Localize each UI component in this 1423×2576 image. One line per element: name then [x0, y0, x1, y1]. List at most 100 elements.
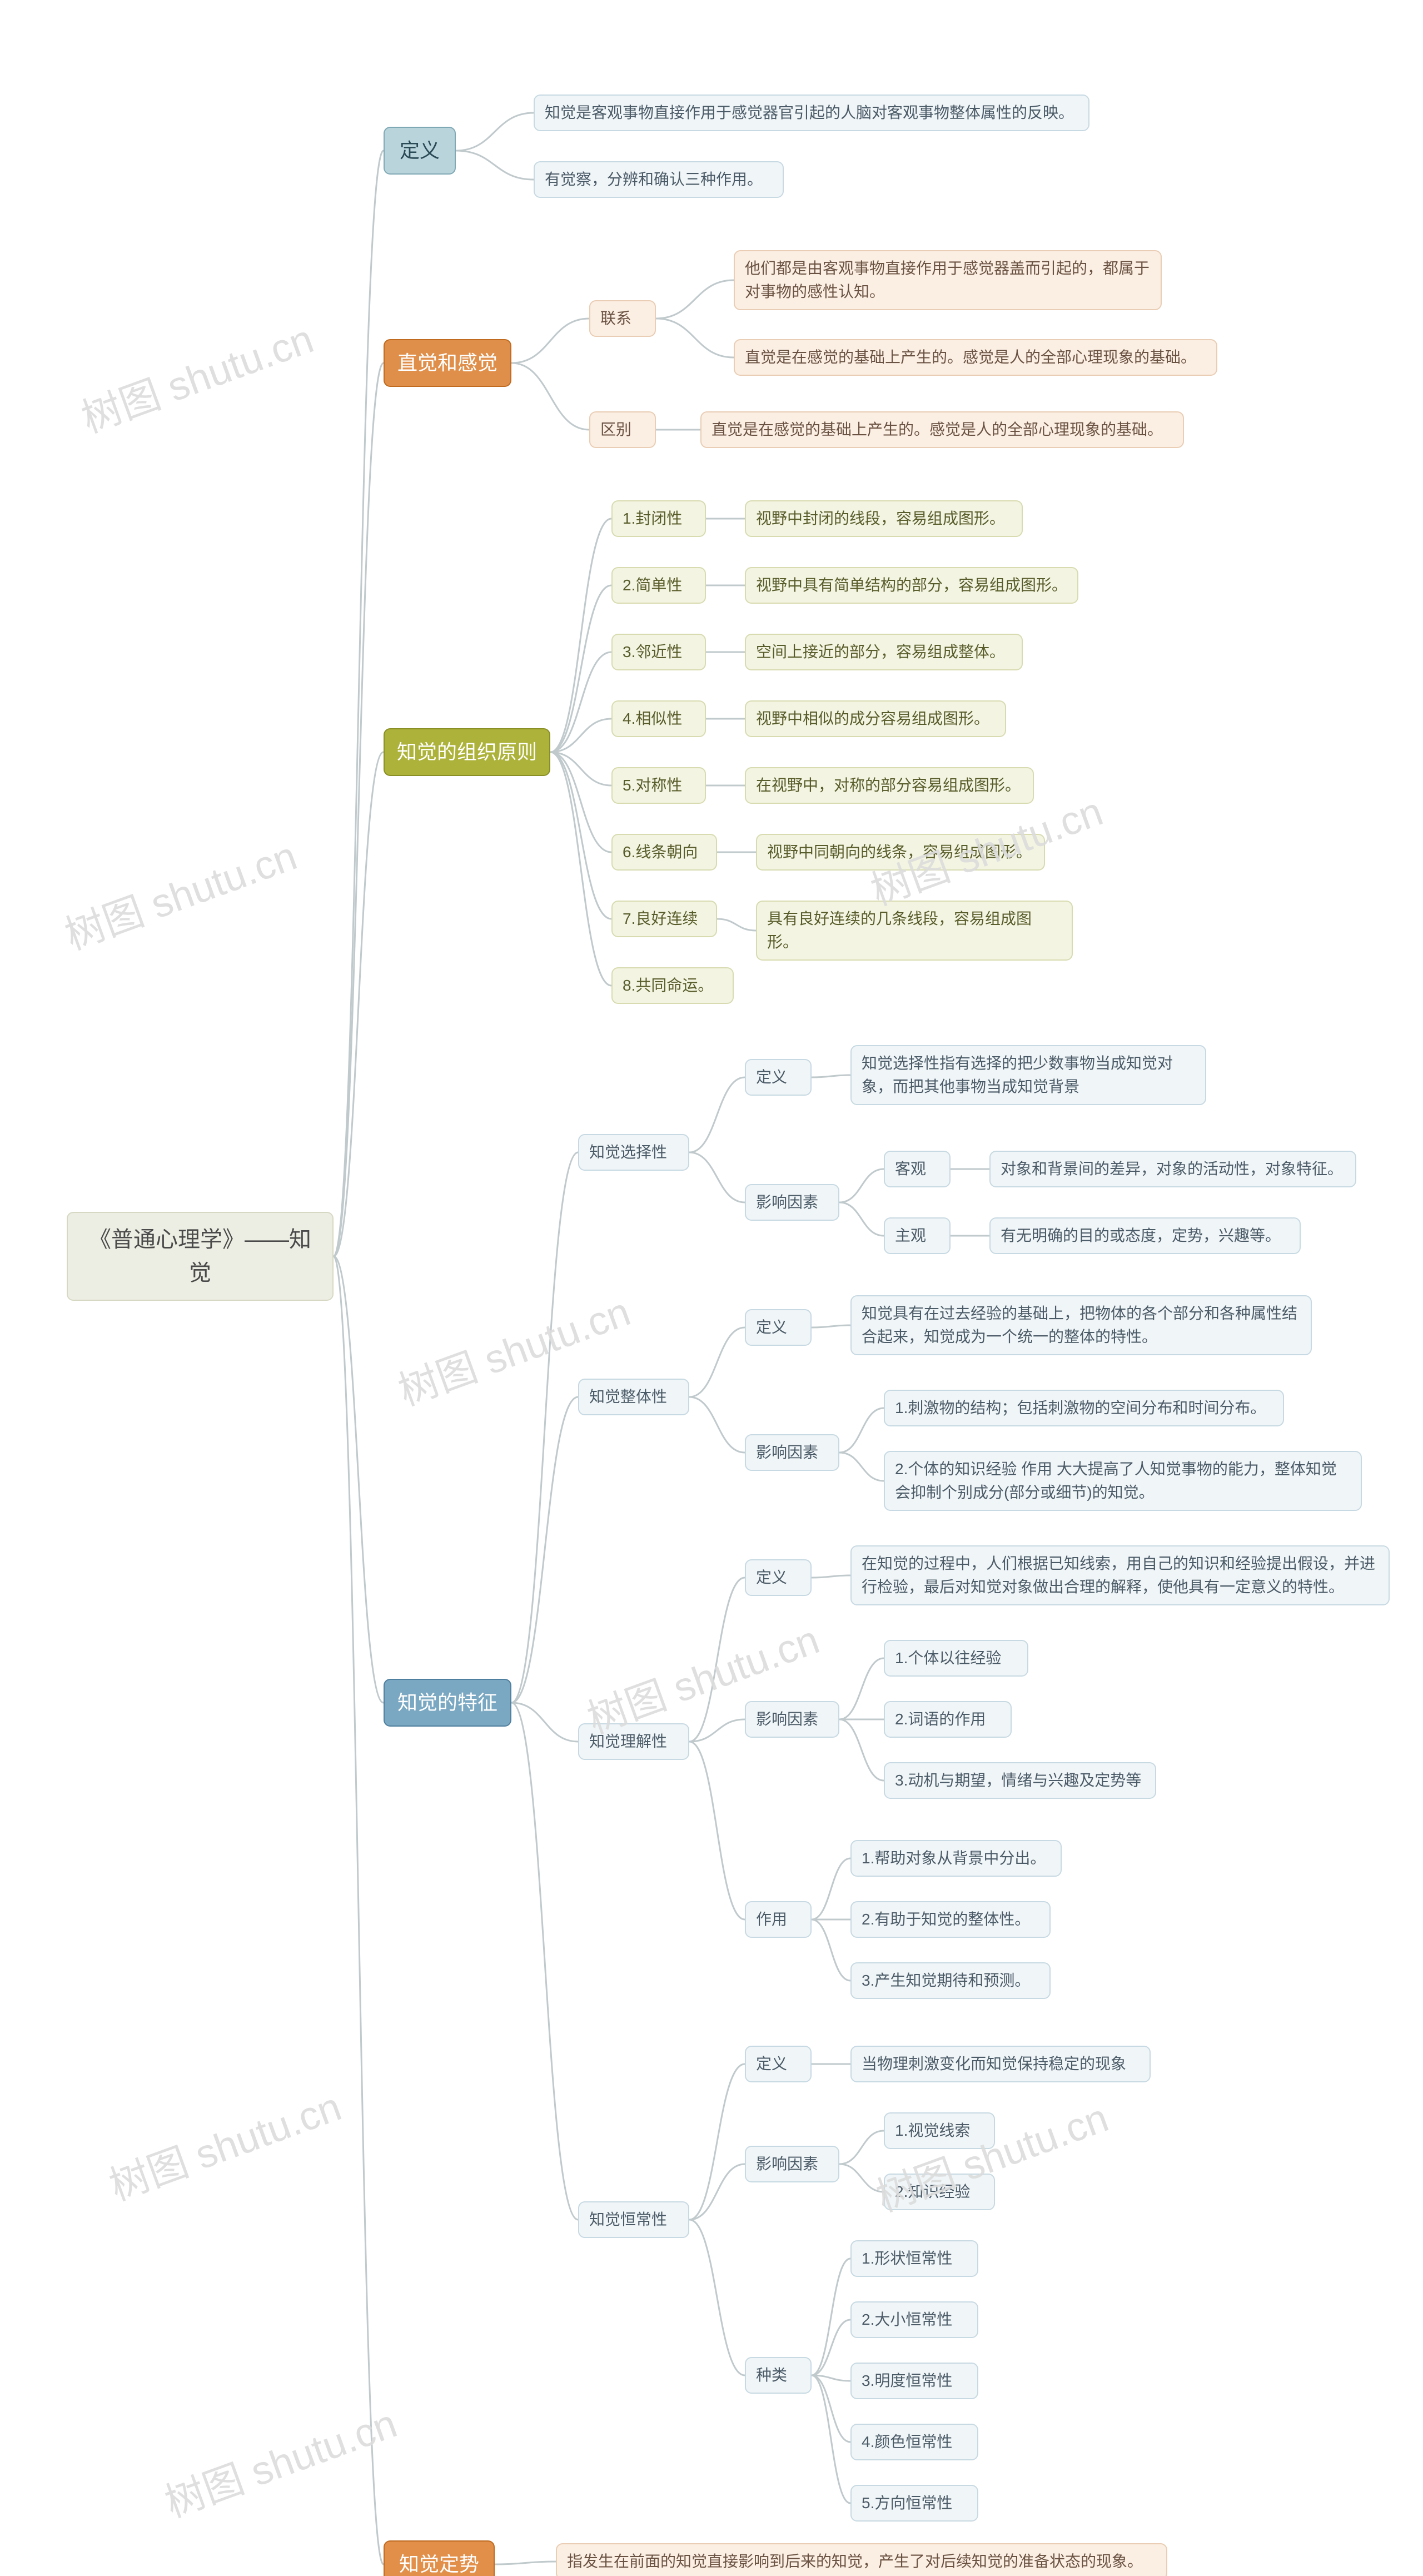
edge-b4-b4_s2 — [511, 1397, 578, 1703]
node-b4_s2_f_l1: 1.刺激物的结构；包括刺激物的空间分布和时间分布。 — [884, 1390, 1284, 1426]
edge-b4_s3-b4_s3_f — [689, 1719, 745, 1742]
node-root: 《普通心理学》——知觉 — [67, 1212, 334, 1301]
node-b4_s2: 知觉整体性 — [578, 1379, 689, 1415]
node-b4_s4_k_l5: 5.方向恒常性 — [850, 2485, 978, 2522]
node-b4_s1_f: 影响因素 — [745, 1184, 839, 1221]
node-b5_l: 指发生在前面的知觉直接影响到后来的知觉，产生了对后续知觉的准备状态的现象。 — [556, 2543, 1167, 2576]
node-b4_s3_f_l1: 1.个体以往经验 — [884, 1640, 1028, 1677]
node-b4: 知觉的特征 — [384, 1679, 511, 1727]
node-b2_s1_l2: 直觉是在感觉的基础上产生的。感觉是人的全部心理现象的基础。 — [734, 339, 1217, 376]
node-b3_s4_l: 视野中相似的成分容易组成图形。 — [745, 700, 1006, 737]
edge-b4_s3_f-b4_s3_f_l3 — [839, 1719, 884, 1781]
node-b4_s1_f2_l: 有无明确的目的或态度，定势，兴趣等。 — [989, 1217, 1301, 1254]
edge-b4-b4_s4 — [511, 1703, 578, 2220]
edge-b4_s2-b4_s2_d — [689, 1327, 745, 1397]
edge-b4_s2-b4_s2_f — [689, 1397, 745, 1453]
node-b4_s2_f_l2: 2.个体的知识经验 作用 大大提高了人知觉事物的能力，整体知觉会抑制个别成分(部… — [884, 1451, 1362, 1511]
node-b4_s4_k_l2: 2.大小恒常性 — [850, 2301, 978, 2338]
node-b5: 知觉定势 — [384, 2540, 495, 2576]
node-b4_s1: 知觉选择性 — [578, 1134, 689, 1171]
node-b3_s6: 6.线条朝向 — [611, 834, 717, 871]
node-b4_s1_d_l: 知觉选择性指有选择的把少数事物当成知觉对象，而把其他事物当成知觉背景 — [850, 1045, 1206, 1105]
edge-b4_s4_f-b4_s4_f_l1 — [839, 2131, 884, 2164]
node-b3_s7_l: 具有良好连续的几条线段，容易组成图形。 — [756, 901, 1073, 961]
edge-b4_s3_a-b4_s3_a_l1 — [812, 1858, 850, 1919]
edge-b3-b3_s1 — [550, 519, 611, 752]
node-b4_s4_f_l1: 1.视觉线索 — [884, 2112, 995, 2149]
edge-b4_s4-b4_s4_f — [689, 2164, 745, 2220]
edge-b4_s3_d-b4_s3_d_l — [812, 1575, 850, 1578]
node-b4_s4_k_l3: 3.明度恒常性 — [850, 2363, 978, 2399]
node-b3_s4: 4.相似性 — [611, 700, 706, 737]
edge-b4_s2_f-b4_s2_f_l2 — [839, 1453, 884, 1481]
edge-b4_s1_f-b4_s1_f2 — [839, 1202, 884, 1236]
edge-b4_s4_k-b4_s4_k_l2 — [812, 2320, 850, 2375]
node-b2_s2: 区别 — [589, 411, 656, 448]
edge-b4-b4_s1 — [511, 1152, 578, 1703]
edge-b4_s3-b4_s3_a — [689, 1742, 745, 1919]
node-b3_s2: 2.简单性 — [611, 567, 706, 604]
node-b4_s2_d_l: 知觉具有在过去经验的基础上，把物体的各个部分和各种属性结合起来，知觉成为一个统一… — [850, 1295, 1312, 1355]
edge-b4_s4-b4_s4_k — [689, 2220, 745, 2375]
node-b3_s6_l: 视野中同朝向的线条，容易组成图形。 — [756, 834, 1045, 871]
node-b4_s4_k: 种类 — [745, 2357, 812, 2394]
node-b1: 定义 — [384, 127, 456, 175]
edge-root-b1 — [334, 151, 384, 1256]
node-b4_s3: 知觉理解性 — [578, 1723, 689, 1760]
node-b4_s3_f_l2: 2.词语的作用 — [884, 1701, 1012, 1738]
node-b4_s3_f_l3: 3.动机与期望，情绪与兴趣及定势等 — [884, 1762, 1156, 1799]
node-b4_s1_f2: 主观 — [884, 1217, 951, 1254]
node-b1_l2: 有觉察，分辨和确认三种作用。 — [534, 161, 784, 198]
edge-root-b4 — [334, 1256, 384, 1703]
node-b4_s4_f: 影响因素 — [745, 2146, 839, 2182]
edge-b5-b5_l — [495, 2562, 556, 2564]
node-b3_s5_l: 在视野中，对称的部分容易组成图形。 — [745, 767, 1034, 804]
edge-b4_s3_a-b4_s3_a_l3 — [812, 1919, 850, 1981]
node-b2_s2_l1: 直觉是在感觉的基础上产生的。感觉是人的全部心理现象的基础。 — [700, 411, 1184, 448]
node-b4_s3_d: 定义 — [745, 1559, 812, 1596]
edge-b4_s3_f-b4_s3_f_l1 — [839, 1658, 884, 1719]
edge-b4_s1-b4_s1_d — [689, 1077, 745, 1152]
node-b1_l1: 知觉是客观事物直接作用于感觉器官引起的人脑对客观事物整体属性的反映。 — [534, 95, 1089, 131]
node-b3_s1: 1.封闭性 — [611, 500, 706, 537]
node-b3_s5: 5.对称性 — [611, 767, 706, 804]
edge-b3_s7-b3_s7_l — [717, 919, 756, 931]
edge-b4_s4_f-b4_s4_f_l2 — [839, 2164, 884, 2192]
node-b4_s2_d: 定义 — [745, 1309, 812, 1346]
edge-root-b5 — [334, 1256, 384, 2564]
node-b4_s1_f1_l: 对象和背景间的差异，对象的活动性，对象特征。 — [989, 1151, 1356, 1187]
edge-b1-b1_l2 — [456, 151, 534, 180]
node-b3_s7: 7.良好连续 — [611, 901, 717, 937]
edge-b4_s4_k-b4_s4_k_l1 — [812, 2259, 850, 2375]
node-b4_s3_d_l: 在知觉的过程中，人们根据已知线索，用自己的知识和经验提出假设，并进行检验，最后对… — [850, 1545, 1390, 1605]
edge-b4_s2_f-b4_s2_f_l1 — [839, 1408, 884, 1453]
node-b4_s4_k_l1: 1.形状恒常性 — [850, 2240, 978, 2277]
edge-b4_s1_d-b4_s1_d_l — [812, 1075, 850, 1077]
edge-b3-b3_s2 — [550, 585, 611, 752]
node-b3_s1_l: 视野中封闭的线段，容易组成图形。 — [745, 500, 1023, 537]
edge-b2-b2_s2 — [511, 363, 589, 430]
node-b4_s2_f: 影响因素 — [745, 1434, 839, 1471]
node-b4_s3_a_l1: 1.帮助对象从背景中分出。 — [850, 1840, 1062, 1877]
node-b3_s3_l: 空间上接近的部分，容易组成整体。 — [745, 634, 1023, 670]
edge-b4_s3-b4_s3_d — [689, 1578, 745, 1742]
node-b2_s1_l1: 他们都是由客观事物直接作用于感觉器盖而引起的，都属于对事物的感性认知。 — [734, 250, 1162, 310]
node-b3_s2_l: 视野中具有简单结构的部分，容易组成图形。 — [745, 567, 1078, 604]
edge-b4_s1_f-b4_s1_f1 — [839, 1169, 884, 1202]
node-b4_s3_a: 作用 — [745, 1901, 812, 1938]
node-b4_s3_a_l3: 3.产生知觉期待和预测。 — [850, 1962, 1051, 1999]
node-b4_s3_f: 影响因素 — [745, 1701, 839, 1738]
node-b3_s8: 8.共同命运。 — [611, 967, 734, 1004]
node-b4_s4_f_l2: 2.知识经验 — [884, 2174, 995, 2210]
edge-root-b2 — [334, 363, 384, 1256]
node-b2_s1: 联系 — [589, 300, 656, 337]
node-b4_s4_d: 定义 — [745, 2046, 812, 2082]
edge-b1-b1_l1 — [456, 113, 534, 151]
edge-b2_s1-b2_s1_l1 — [656, 280, 734, 319]
edge-b2-b2_s1 — [511, 319, 589, 363]
edge-b4_s4_k-b4_s4_k_l4 — [812, 2375, 850, 2442]
node-b3_s3: 3.邻近性 — [611, 634, 706, 670]
node-b2: 直觉和感觉 — [384, 339, 511, 387]
node-b4_s3_a_l2: 2.有助于知觉的整体性。 — [850, 1901, 1051, 1938]
edge-b3-b3_s7 — [550, 752, 611, 919]
